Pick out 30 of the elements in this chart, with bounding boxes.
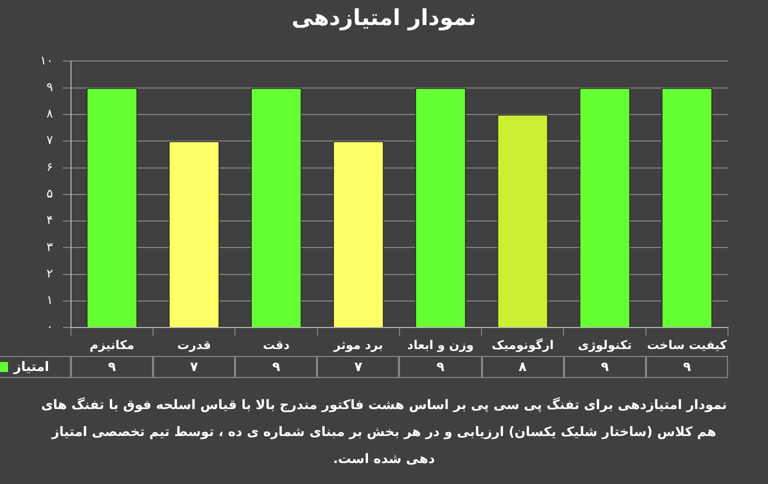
- chart-title: نمودار امتیازدهی: [290, 6, 478, 31]
- y-tick-label: ۰: [46, 320, 53, 334]
- x-tick-label: مکانیزم: [90, 338, 134, 352]
- y-tick-label: ۳: [46, 240, 54, 254]
- x-tick-label: برد موثر: [332, 338, 383, 352]
- y-tick-label: ۷: [46, 133, 54, 148]
- legend-label: امتیاز: [14, 360, 50, 375]
- y-tick-label: ۹: [46, 80, 53, 94]
- y-tick-label: ۸: [46, 106, 54, 121]
- x-tick-label: تکنولوژی: [578, 338, 632, 352]
- x-tick-label: دقت: [262, 338, 290, 352]
- data-label: ۹: [70, 356, 154, 378]
- y-tick-label: ۲: [46, 266, 53, 280]
- y-tick-label: ۱: [46, 293, 53, 308]
- data-label: ۷: [317, 356, 400, 378]
- x-tick-label: وزن و ابعاد: [407, 338, 474, 352]
- data-label: ۹: [564, 356, 646, 378]
- y-tick-label: ۶: [46, 160, 53, 174]
- y-tick-label: ۴: [46, 213, 53, 228]
- data-label: ۹: [235, 356, 318, 378]
- data-label: ۹: [399, 356, 482, 378]
- y-tick-label: ۵: [46, 186, 53, 201]
- y-tick-label: ۱۰: [40, 53, 53, 68]
- data-label: ۹: [646, 356, 728, 378]
- x-tick-label: کیفیت ساخت: [646, 338, 727, 352]
- data-label: ۷: [153, 356, 236, 378]
- x-tick-label: قدرت: [177, 338, 211, 352]
- x-tick-label: ارگونومیک: [492, 338, 554, 352]
- data-label: ۸: [482, 356, 564, 378]
- text: نمودار امتیازدهی برای تفنگ پی سی پی بر اساس هشت فاکتور مندرج بالا با قیاس اسلحه فوق با تفنگ های هم کلاس (ساختار شلیک یکسان) ارزیابی و در هر بخش بر مبنای شماره ی ده ، توسط تیم تخصصی امتیاز دهی شده است.: [40, 396, 728, 469]
